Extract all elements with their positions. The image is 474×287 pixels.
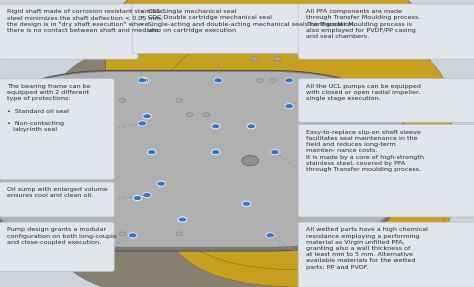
FancyBboxPatch shape <box>0 72 410 247</box>
Circle shape <box>186 113 193 117</box>
FancyBboxPatch shape <box>0 70 410 251</box>
FancyBboxPatch shape <box>115 240 155 271</box>
Ellipse shape <box>136 144 166 195</box>
FancyBboxPatch shape <box>122 117 172 224</box>
Ellipse shape <box>218 153 228 169</box>
Circle shape <box>285 104 293 109</box>
Ellipse shape <box>207 152 220 170</box>
FancyBboxPatch shape <box>298 4 474 59</box>
Text: Oil sump with enlarged volume
ensures cool and clean oil.: Oil sump with enlarged volume ensures co… <box>7 187 108 198</box>
Circle shape <box>271 150 279 155</box>
FancyBboxPatch shape <box>186 246 227 271</box>
Circle shape <box>176 232 182 236</box>
FancyBboxPatch shape <box>159 46 452 227</box>
Text: Pump design grants a modular
configuration on both long-couple
and close-coupled: Pump design grants a modular configurati… <box>7 227 117 245</box>
Circle shape <box>274 57 281 61</box>
Text: The bearing frame can be
equipped with 2 different
type of protections:

•  Stan: The bearing frame can be equipped with 2… <box>7 84 91 132</box>
Circle shape <box>251 57 258 61</box>
FancyBboxPatch shape <box>0 182 114 217</box>
Text: All wetted parts have a high chemical
resistance employing a performing
material: All wetted parts have a high chemical re… <box>306 227 428 269</box>
FancyBboxPatch shape <box>114 93 185 245</box>
Circle shape <box>157 181 165 186</box>
FancyBboxPatch shape <box>105 0 430 146</box>
Circle shape <box>221 143 280 179</box>
Circle shape <box>203 113 210 117</box>
Text: All PFA components are made
through Transfer Moulding process.
The Transfer Moul: All PFA components are made through Tran… <box>306 9 420 39</box>
Ellipse shape <box>209 82 322 243</box>
FancyBboxPatch shape <box>159 29 452 210</box>
Circle shape <box>256 78 263 82</box>
Circle shape <box>143 193 151 198</box>
Circle shape <box>143 114 151 119</box>
FancyBboxPatch shape <box>298 222 474 287</box>
Text: Rigid shaft made of corrosion resistant stainless
steel minimizes the shaft defl: Rigid shaft made of corrosion resistant … <box>7 9 163 33</box>
Circle shape <box>138 121 146 126</box>
FancyBboxPatch shape <box>132 4 304 53</box>
FancyBboxPatch shape <box>159 106 452 287</box>
FancyBboxPatch shape <box>0 79 114 180</box>
Ellipse shape <box>225 102 306 222</box>
FancyBboxPatch shape <box>159 89 452 270</box>
Circle shape <box>211 124 220 129</box>
FancyBboxPatch shape <box>298 125 474 217</box>
Circle shape <box>211 150 220 155</box>
FancyBboxPatch shape <box>177 262 236 273</box>
Circle shape <box>285 78 293 83</box>
FancyBboxPatch shape <box>0 222 114 272</box>
Text: All the UCL pumps can be equipped
with closed or open radial impeller,
single st: All the UCL pumps can be equipped with c… <box>306 84 421 101</box>
Text: •  CSS Single mechanical seal
•  CDC Double cartridge mechanical seal
•  Single-: • CSS Single mechanical seal • CDC Doubl… <box>140 9 355 33</box>
Circle shape <box>242 156 259 166</box>
Circle shape <box>214 78 222 83</box>
Circle shape <box>247 124 255 129</box>
Circle shape <box>178 217 187 222</box>
Circle shape <box>147 150 156 155</box>
Circle shape <box>140 78 149 83</box>
FancyBboxPatch shape <box>45 40 351 287</box>
Circle shape <box>266 233 274 238</box>
Circle shape <box>138 78 146 83</box>
Circle shape <box>133 195 142 201</box>
Text: Easy-to-replace slip-on shaft sleeve
facilitates seal maintenance in the
field a: Easy-to-replace slip-on shaft sleeve fac… <box>306 130 424 172</box>
Circle shape <box>119 232 126 236</box>
Circle shape <box>242 201 251 206</box>
Ellipse shape <box>118 258 299 276</box>
FancyBboxPatch shape <box>181 108 215 225</box>
FancyBboxPatch shape <box>298 79 474 122</box>
Ellipse shape <box>237 119 294 205</box>
Circle shape <box>176 98 182 102</box>
Circle shape <box>128 233 137 238</box>
FancyBboxPatch shape <box>0 4 138 59</box>
Circle shape <box>269 78 276 82</box>
Circle shape <box>119 98 126 102</box>
FancyBboxPatch shape <box>111 0 424 181</box>
FancyBboxPatch shape <box>106 261 164 273</box>
